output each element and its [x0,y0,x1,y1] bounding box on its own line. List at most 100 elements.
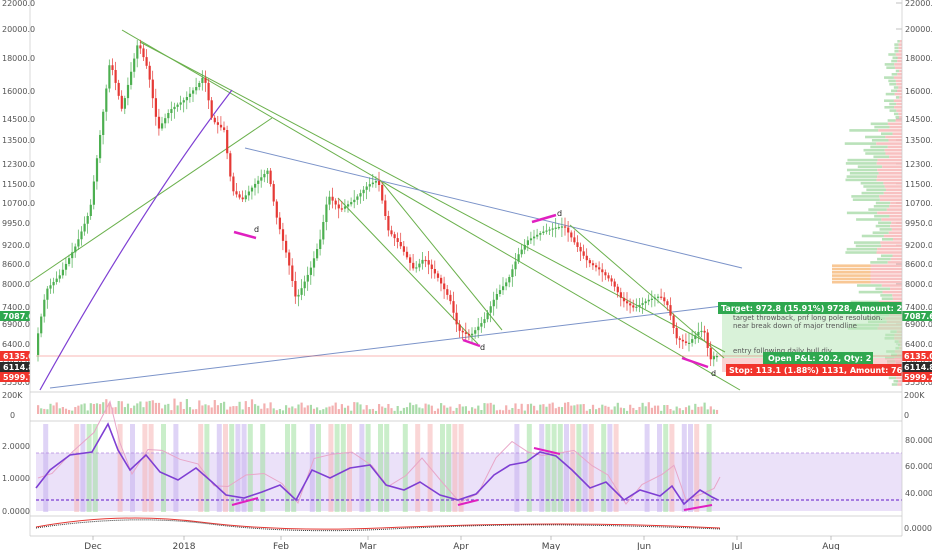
osc-bar [706,424,712,512]
volume-bar [424,403,427,414]
vp-bar [889,102,897,106]
volume-bar [436,408,440,414]
candle-body [554,227,557,229]
price-tick-label: 18000.0 [905,54,932,63]
vp-bar [857,165,883,168]
osc-right-axis: 80.0000 60.0000 40.0000 [905,436,932,498]
volume-bar [542,404,545,414]
osc-bar [334,424,340,512]
volume-bar [455,407,458,414]
vp-bar [892,294,902,297]
osc-signal-line [37,400,721,505]
volume-bar [300,402,303,414]
volume-bar [46,409,49,414]
vp-bar [894,66,902,69]
date-axis[interactable]: Dec 2018 Feb Mar Apr May Jun Jul Aug [84,536,840,550]
volume-bar [576,404,579,414]
vp-bar [855,244,882,248]
candle-body [77,239,80,247]
price-tick-label: 12300.0 [905,160,932,169]
volume-bar [232,406,235,414]
volume-bar [526,404,529,414]
vp-bar [876,251,902,254]
date-label: Jun [636,542,651,550]
price-tick-label: 9200.0 [2,241,30,250]
candle-body [436,273,440,278]
vp-bar [870,261,888,264]
vp-bar [832,277,871,281]
volume-bar [263,403,266,414]
vp-bar [889,205,902,208]
vp-bar [880,254,893,258]
vp-bar [896,109,902,112]
candle-body [266,170,269,174]
osc-bar [328,424,334,512]
candle-body [291,265,294,281]
volume-bar [337,409,340,414]
osc-bar [557,424,563,512]
div-label: d [557,209,562,218]
candle-body [421,259,424,264]
volume-bar [285,405,288,414]
volume-bar [353,402,356,414]
osc-bar [86,424,92,512]
volume-bar [591,404,595,414]
date-label: Feb [273,542,289,550]
volume-bar [495,410,498,414]
vp-bar [845,162,877,165]
candle-body [632,305,635,308]
vp-bar [895,119,902,122]
candle-body [471,333,474,336]
volume-bar [371,408,374,414]
vp-bar [876,142,902,145]
candle-body [610,278,613,282]
volume-bar [278,408,281,414]
volume-bar [564,402,567,414]
candle-body [319,239,322,249]
right-price-axis[interactable]: 22000.0 20000.0 18000.0 16000.0 14500.0 13500… [905,0,932,387]
volume-bar [622,408,626,414]
volume-bar [390,408,393,414]
candle-body [40,316,43,334]
candle-body [232,176,235,192]
candle-body [247,191,250,196]
volume-bar [430,405,433,414]
candle-body [402,246,405,252]
candle-body [201,77,204,83]
volume-bar [64,408,68,414]
volume-bar [368,409,371,414]
osc-bar [229,424,235,512]
volume-bar [260,408,263,414]
candle-body [43,299,46,317]
candle-body [142,48,145,58]
osc-bar [359,424,365,512]
volume-bar [114,407,117,414]
volume-bar [266,408,269,414]
volume-bar [154,402,157,414]
vp-bar [865,135,886,139]
candle-body [619,292,622,298]
candle-body [130,71,133,85]
candle-body [641,303,644,305]
vp-bar [880,294,893,297]
candle-body [505,282,508,287]
osc-bar [402,424,408,512]
volume-bar [446,407,449,414]
vp-bar [878,172,902,175]
candle-body [684,341,688,343]
vp-bar [870,280,902,284]
osc-bar [260,424,266,512]
vp-bar [870,274,902,277]
volume-bar [136,403,139,414]
volume-bar [201,405,204,414]
candle-body [154,98,157,117]
osc-bar [681,424,687,512]
vp-bar [877,158,902,162]
badge-right: 6135.0 [904,352,932,361]
candle-body [533,236,536,239]
volume-bar [452,410,455,414]
candle-body [37,333,40,355]
left-price-axis[interactable]: 22000.0 20000.0 18000.0 16000.0 14500.0 13500… [2,0,35,387]
vp-bar [846,175,878,178]
